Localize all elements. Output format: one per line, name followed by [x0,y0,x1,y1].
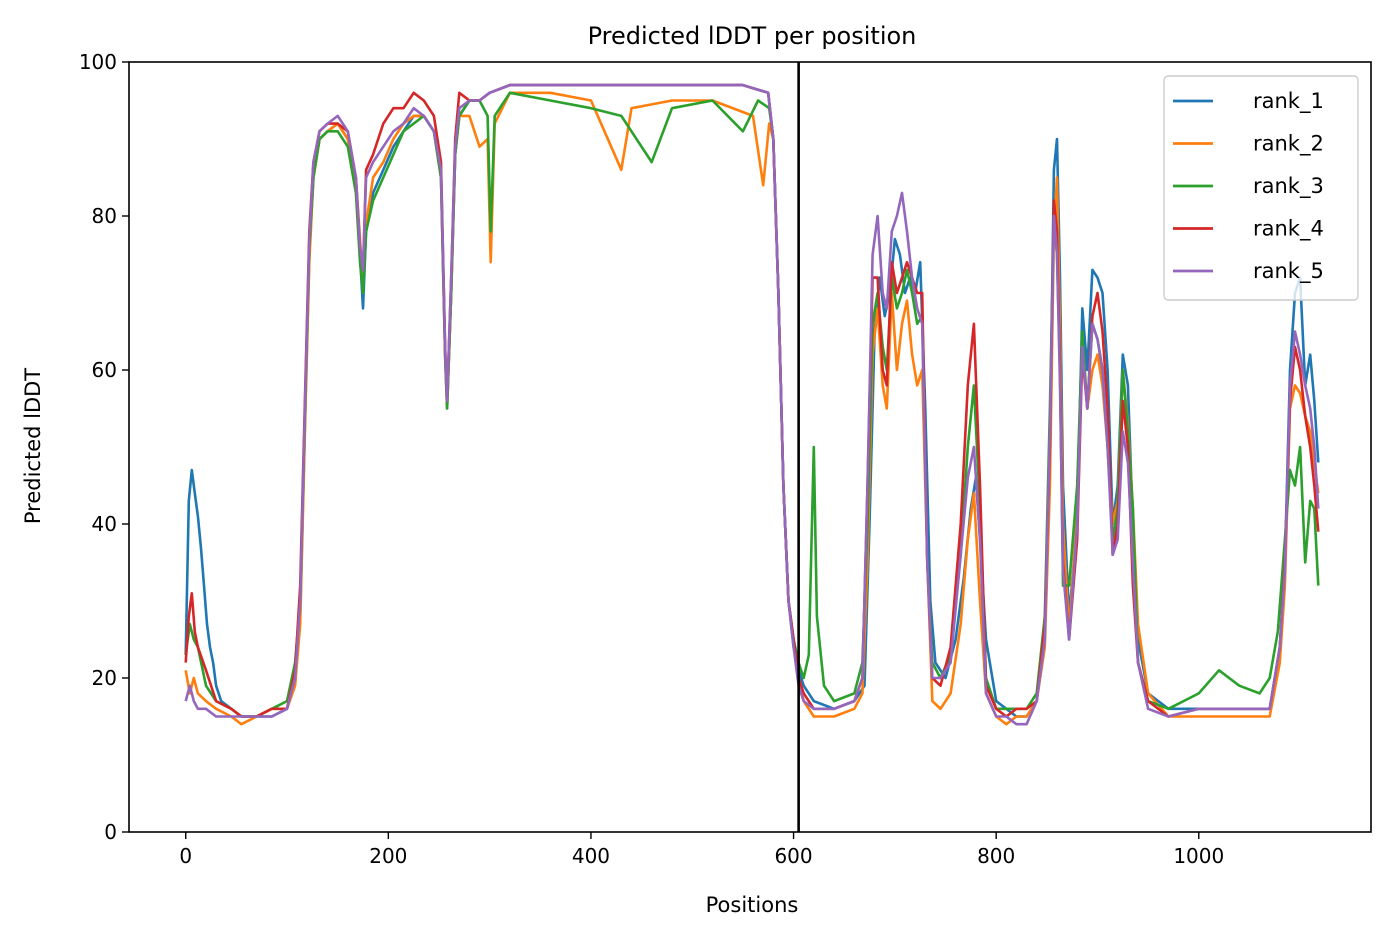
plot-area [184,62,1320,832]
x-axis-title: Positions [706,893,799,917]
x-tick-label: 400 [572,844,610,868]
y-tick-label: 0 [104,820,117,844]
y-tick-label: 20 [92,666,117,690]
y-tick-label: 60 [92,358,117,382]
x-tick-label: 600 [774,844,812,868]
legend-label-rank_1: rank_1 [1253,89,1324,114]
y-tick-label: 80 [92,204,117,228]
legend-label-rank_3: rank_3 [1253,174,1324,199]
legend: rank_1 rank_2 rank_3 rank_4 rank_5 [1163,75,1359,301]
chart-title: Predicted lDDT per position [588,22,917,50]
legend-label-rank_4: rank_4 [1253,217,1324,242]
x-tick-label: 1000 [1173,844,1224,868]
y-axis-title: Predicted lDDT [21,368,45,524]
legend-box [1163,75,1359,301]
x-tick-label: 0 [179,844,192,868]
series-line-rank_5 [184,83,1320,726]
y-tick-label: 40 [92,512,117,536]
axes: 0 200 400 600 800 1000 0 20 40 60 80 100 [79,50,1372,868]
legend-label-rank_5: rank_5 [1253,259,1324,284]
series-group [184,62,1320,832]
y-tick-label: 100 [79,50,117,74]
axes-frame [128,61,1372,833]
x-tick-label: 800 [977,844,1015,868]
x-tick-label: 200 [369,844,407,868]
legend-label-rank_2: rank_2 [1253,132,1324,157]
